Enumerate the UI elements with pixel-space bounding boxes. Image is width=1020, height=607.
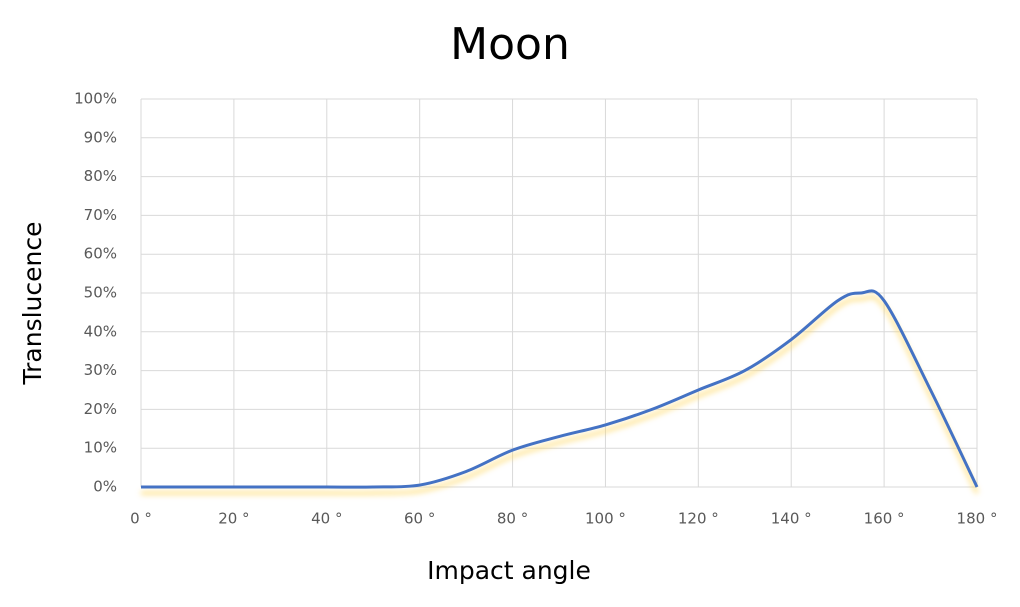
data-line [140, 289, 979, 489]
y-tick-label: 60% [84, 245, 117, 263]
x-tick-label: 100 ° [585, 510, 626, 528]
x-axis-label: Impact angle [427, 556, 591, 585]
x-tick-label: 140 ° [771, 510, 812, 528]
y-tick-label: 0% [93, 478, 117, 496]
y-tick-label: 80% [84, 167, 117, 185]
x-tick-label: 80 ° [497, 510, 528, 528]
y-tick-label: 10% [84, 439, 117, 457]
x-tick-label: 160 ° [864, 510, 905, 528]
y-tick-label: 20% [84, 400, 117, 418]
y-tick-label: 50% [84, 284, 117, 302]
x-tick-label: 20 ° [218, 510, 249, 528]
y-tick-label: 90% [84, 128, 117, 146]
y-axis-label: Translucence [18, 222, 47, 386]
x-tick-label: 60 ° [404, 510, 435, 528]
chart-title: Moon [450, 19, 570, 70]
x-tick-label: 180 ° [957, 510, 998, 528]
x-tick-label: 120 ° [678, 510, 719, 528]
y-tick-label: 30% [84, 361, 117, 379]
y-tick-label: 40% [84, 322, 117, 340]
y-tick-label: 70% [84, 206, 117, 224]
x-tick-label: 0 ° [130, 510, 152, 528]
y-tick-label: 100% [74, 90, 117, 108]
x-tick-label: 40 ° [311, 510, 342, 528]
